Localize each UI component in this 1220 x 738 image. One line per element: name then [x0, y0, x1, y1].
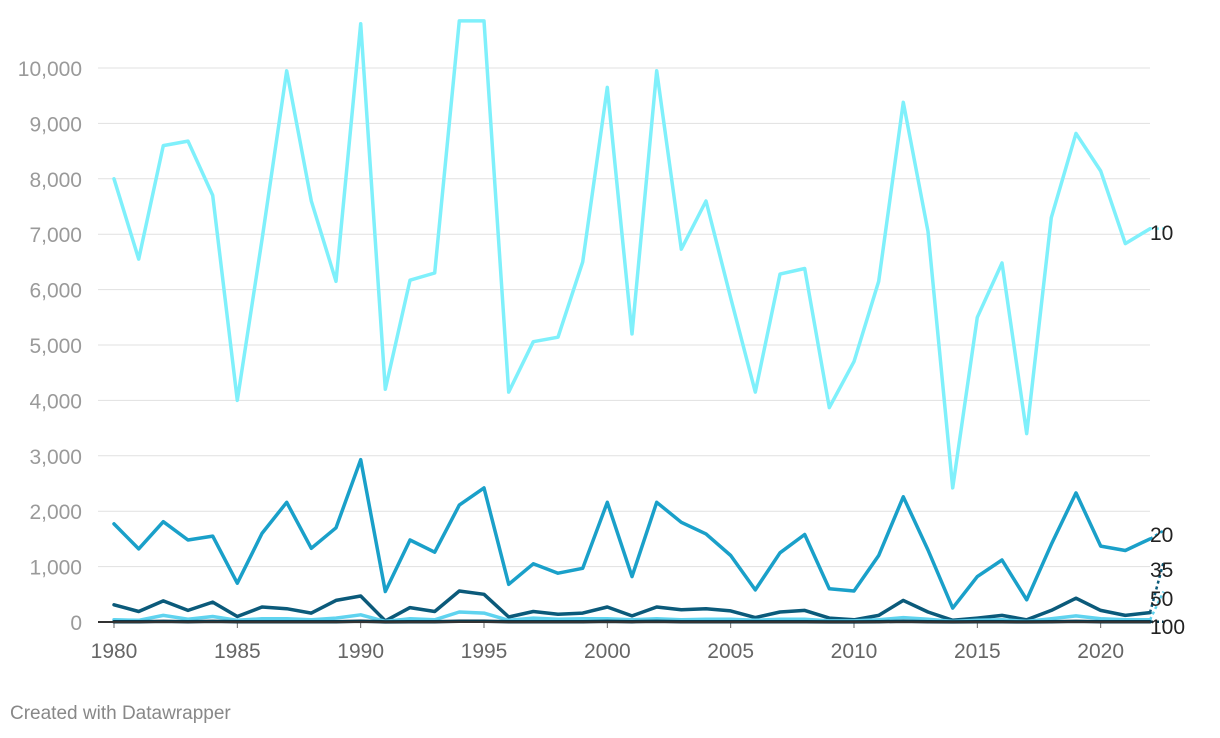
series-projection-35: [1148, 561, 1165, 613]
y-tick-label: 0: [70, 612, 82, 635]
y-tick-label: 7,000: [29, 224, 82, 247]
x-tick-label: 2015: [954, 640, 1001, 663]
series-label-50: 50: [1150, 588, 1173, 611]
series-line-20: [112, 457, 1152, 610]
y-tick-label: 2,000: [29, 501, 82, 524]
series-label-35: 35: [1150, 559, 1173, 582]
y-tick-label: 9,000: [29, 113, 82, 136]
x-tick-label: 1985: [214, 640, 261, 663]
x-tick-label: 1990: [337, 640, 384, 663]
y-tick-label: 5,000: [29, 335, 82, 358]
x-tick-label: 2005: [707, 640, 754, 663]
series-label-20: 20: [1150, 524, 1173, 547]
footer-credit: Created with Datawrapper: [10, 703, 231, 724]
x-tick-label: 2010: [831, 640, 878, 663]
x-tick-label: 2000: [584, 640, 631, 663]
y-tick-label: 3,000: [29, 446, 82, 469]
x-tick-label: 1995: [461, 640, 508, 663]
series-line-35: [112, 589, 1152, 623]
series-projection-50: [1148, 590, 1165, 621]
series-line-10: [112, 19, 1152, 490]
y-tick-label: 4,000: [29, 390, 82, 413]
y-tick-label: 10,000: [18, 58, 82, 81]
y-tick-label: 1,000: [29, 557, 82, 580]
x-tick-label: 2020: [1077, 640, 1124, 663]
series-label-10: 10: [1150, 222, 1173, 245]
y-tick-label: 6,000: [29, 280, 82, 303]
series-projection-20: [1149, 529, 1165, 540]
series-label-100: 100: [1150, 616, 1185, 639]
x-tick-label: 1980: [91, 640, 138, 663]
y-tick-label: 8,000: [29, 169, 82, 192]
